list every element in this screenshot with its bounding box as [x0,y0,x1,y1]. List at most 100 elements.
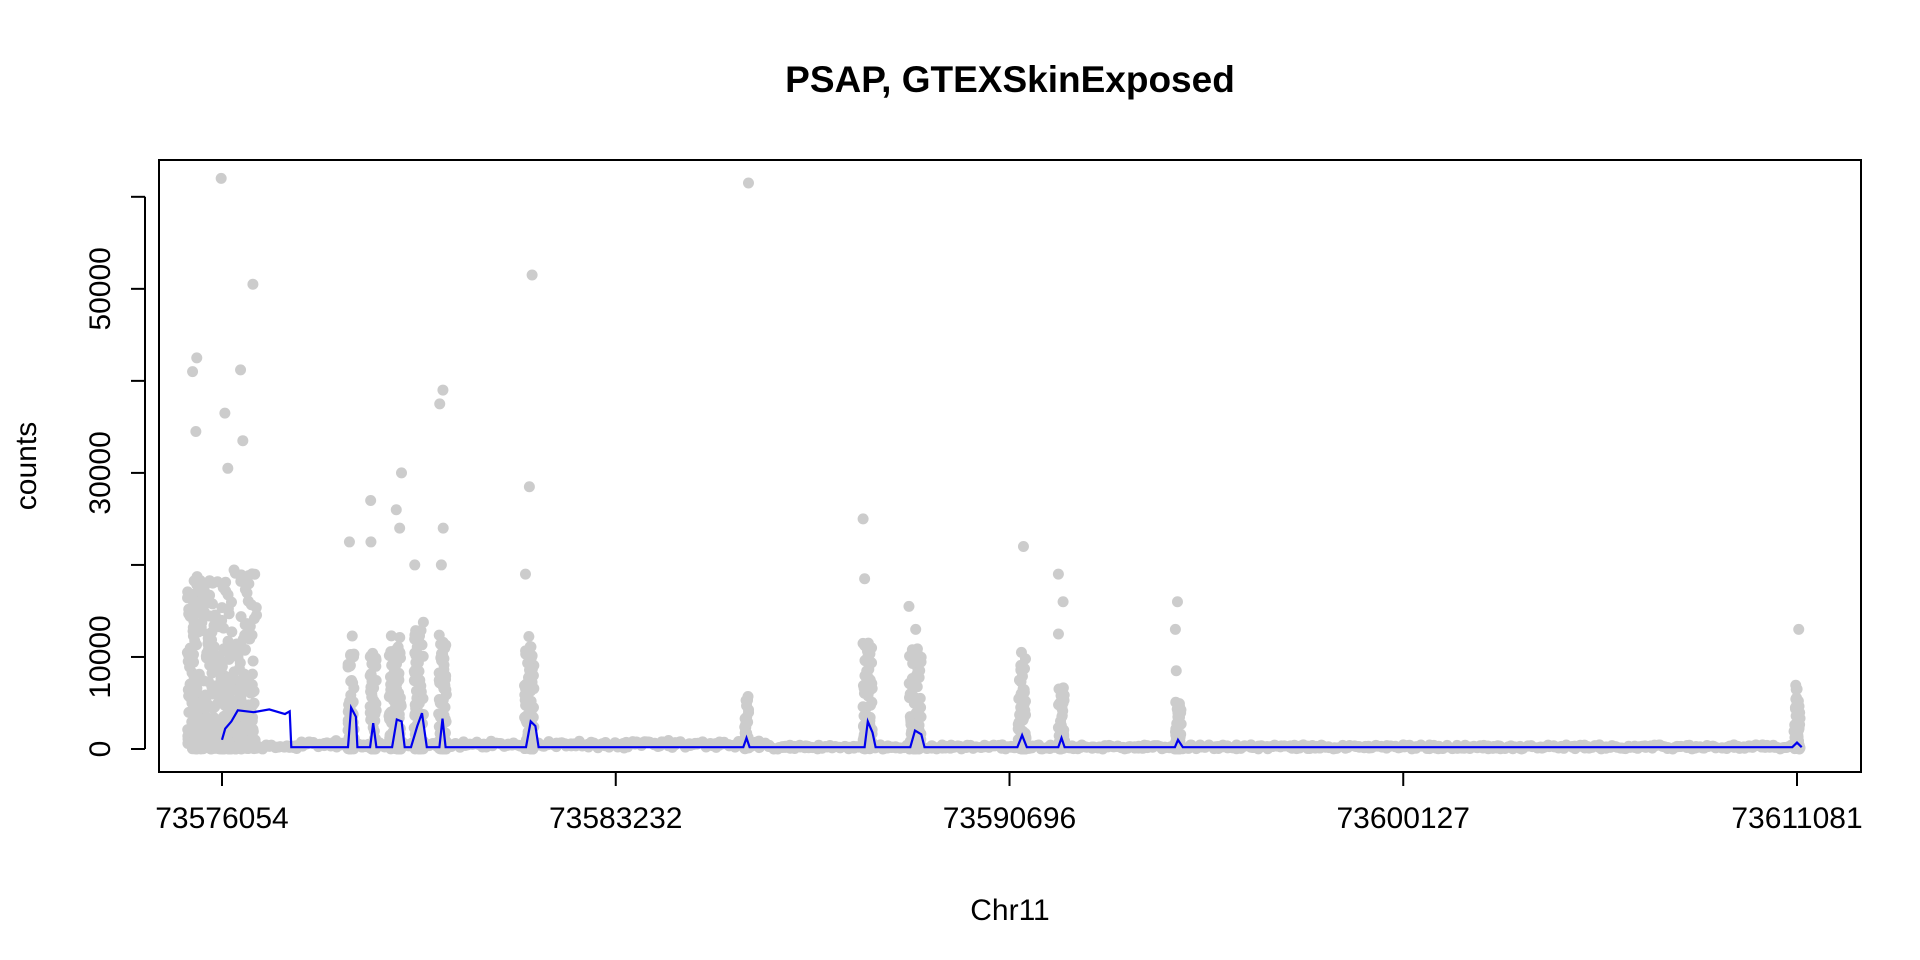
data-point [191,352,203,364]
data-point [190,725,202,737]
data-point [251,609,263,621]
data-point [191,734,203,746]
data-point [201,734,213,746]
data-point [213,621,225,633]
point-cluster [903,600,927,755]
data-point [246,715,258,727]
data-point [907,690,919,702]
x-tick-label: 73583232 [549,802,682,835]
point-cluster [738,177,755,755]
y-tick-label: 0 [84,741,117,758]
data-point [394,647,406,659]
data-point [408,665,420,677]
data-point [525,652,537,664]
data-point [520,683,532,695]
data-point [199,693,211,705]
data-point [246,568,258,580]
y-axis: 0 10000 30000 50000 [84,195,146,758]
plot-area [181,172,1806,755]
data-point [246,733,258,745]
data-point [437,384,449,396]
data-point [440,684,452,696]
data-point [183,608,195,620]
data-point [367,647,379,659]
data-point [433,629,445,641]
y-tick-label: 30000 [84,431,117,514]
data-point [433,708,445,720]
data-point [196,594,208,606]
point-cluster [519,269,540,755]
data-point [366,678,378,690]
data-point [386,717,398,729]
data-point [218,643,230,655]
data-point [202,638,214,650]
data-point [187,366,199,378]
data-point [343,536,355,548]
data-point [903,600,915,612]
data-point [408,675,420,687]
data-point [433,667,445,679]
data-point [365,536,377,548]
data-point [239,629,251,641]
data-point [1791,692,1803,704]
x-axis-label: Chr11 [970,894,1049,927]
data-point [740,694,752,706]
data-point [394,522,406,534]
mean-line [220,703,1803,749]
point-cluster [181,172,263,755]
data-point [1017,541,1029,553]
data-point [395,467,407,479]
data-point [203,576,215,588]
x-tick-label: 73576054 [155,802,288,835]
data-point [232,651,244,663]
data-point [228,639,240,651]
data-point [344,699,356,711]
data-point [862,671,874,683]
data-point [191,607,203,619]
data-point [235,364,247,376]
data-point [247,278,259,290]
data-point [237,697,249,709]
data-point [222,462,234,474]
data-point [222,710,234,722]
data-point [240,672,252,684]
data-point [369,708,381,720]
data-point [1170,665,1182,677]
y-tick-label: 10000 [84,615,117,698]
data-point [1015,646,1027,658]
data-point [1170,726,1182,738]
data-point [1789,702,1801,714]
data-point [219,407,231,419]
data-point [1173,698,1185,710]
data-point [344,660,356,672]
data-point [183,648,195,660]
data-point [243,578,255,590]
data-point [528,683,540,695]
data-point [228,564,240,576]
data-point [247,655,259,667]
data-point [410,685,422,697]
data-point [859,573,871,585]
data-point [235,742,247,754]
data-point [437,522,449,534]
data-point [212,576,224,588]
data-point [1017,683,1029,695]
data-point [526,269,538,281]
data-point [365,669,377,681]
data-point [190,425,202,437]
data-point [1057,682,1069,694]
data-point [239,619,251,631]
data-point [909,718,921,730]
data-point [1014,674,1026,686]
data-point [187,621,199,633]
y-tick-label: 50000 [84,247,117,330]
data-point [906,644,918,656]
data-point [435,559,447,571]
data-point [242,595,254,607]
data-point [906,672,918,684]
data-point [188,656,200,668]
data-point [385,646,397,658]
data-point [743,704,755,716]
x-axis: 73576054 73583232 73590696 73600127 73611081 [155,772,1863,835]
